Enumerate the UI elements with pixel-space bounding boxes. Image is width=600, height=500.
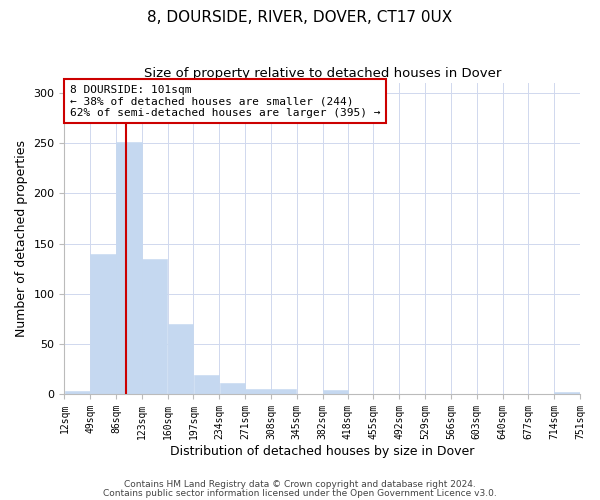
Bar bbox=[245, 389, 271, 394]
Title: Size of property relative to detached houses in Dover: Size of property relative to detached ho… bbox=[143, 68, 501, 80]
Bar bbox=[116, 142, 142, 394]
X-axis label: Distribution of detached houses by size in Dover: Distribution of detached houses by size … bbox=[170, 444, 475, 458]
Text: 8, DOURSIDE, RIVER, DOVER, CT17 0UX: 8, DOURSIDE, RIVER, DOVER, CT17 0UX bbox=[148, 10, 452, 25]
Bar bbox=[220, 383, 245, 394]
Bar bbox=[271, 389, 296, 394]
Bar bbox=[194, 375, 219, 394]
Bar bbox=[142, 258, 167, 394]
Bar bbox=[168, 324, 193, 394]
Text: 8 DOURSIDE: 101sqm
← 38% of detached houses are smaller (244)
62% of semi-detach: 8 DOURSIDE: 101sqm ← 38% of detached hou… bbox=[70, 84, 380, 118]
Bar bbox=[323, 390, 348, 394]
Bar bbox=[91, 254, 116, 394]
Text: Contains public sector information licensed under the Open Government Licence v3: Contains public sector information licen… bbox=[103, 488, 497, 498]
Bar bbox=[554, 392, 580, 394]
Y-axis label: Number of detached properties: Number of detached properties bbox=[15, 140, 28, 337]
Text: Contains HM Land Registry data © Crown copyright and database right 2024.: Contains HM Land Registry data © Crown c… bbox=[124, 480, 476, 489]
Bar bbox=[65, 391, 90, 394]
